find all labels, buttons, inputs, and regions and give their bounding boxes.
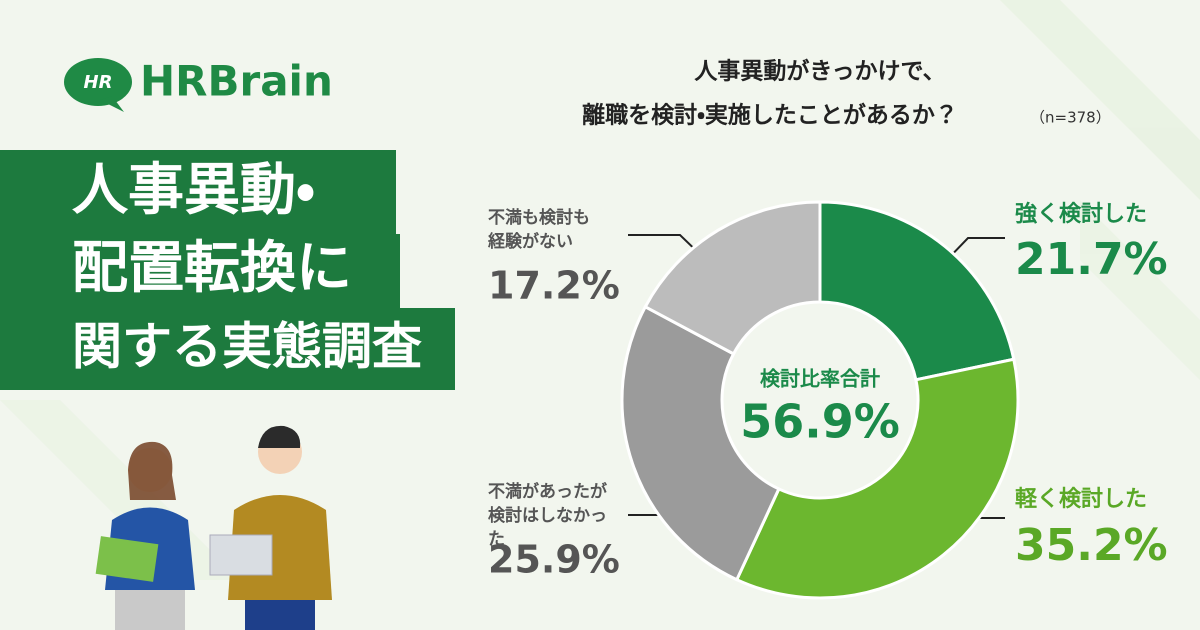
- center-label: 検討比率合計: [760, 367, 880, 391]
- donut-slice: [620, 304, 781, 582]
- title-line: 関する実態調査: [72, 318, 422, 376]
- donut-slice: [734, 357, 1020, 600]
- value-label: 35.2%: [1015, 520, 1168, 571]
- sample-size: （n=378）: [1030, 109, 1111, 127]
- illustration: [95, 425, 332, 630]
- svg-text:HR: HR: [84, 72, 113, 93]
- chart-title: 人事異動がきっかけで、: [693, 58, 945, 85]
- title-line: 配置転換に: [72, 236, 352, 301]
- value-label: 25.9%: [488, 538, 620, 582]
- center-value: 56.9%: [740, 395, 900, 449]
- title-box: [0, 150, 396, 234]
- donut-slice: [643, 200, 822, 356]
- brand: HRBrain: [140, 57, 333, 106]
- category-label: 強く検討した: [1015, 201, 1147, 227]
- category-label: 軽く検討した: [1015, 486, 1147, 512]
- category-label: 不満も検討も経験がない: [487, 207, 590, 252]
- donut-chart: [620, 200, 1020, 600]
- logo: HR HRBrain: [64, 57, 333, 112]
- chart-title: 離職を検討・実施したことがあるか？: [582, 102, 958, 129]
- title-box: [0, 234, 400, 308]
- title-box: [0, 308, 455, 390]
- value-label: 21.7%: [1015, 234, 1168, 285]
- value-label: 17.2%: [488, 264, 620, 308]
- category-label: 不満があったが検討はしなかった: [488, 481, 607, 550]
- donut-slice: [818, 200, 1016, 382]
- title-line: 人事異動・: [72, 158, 315, 223]
